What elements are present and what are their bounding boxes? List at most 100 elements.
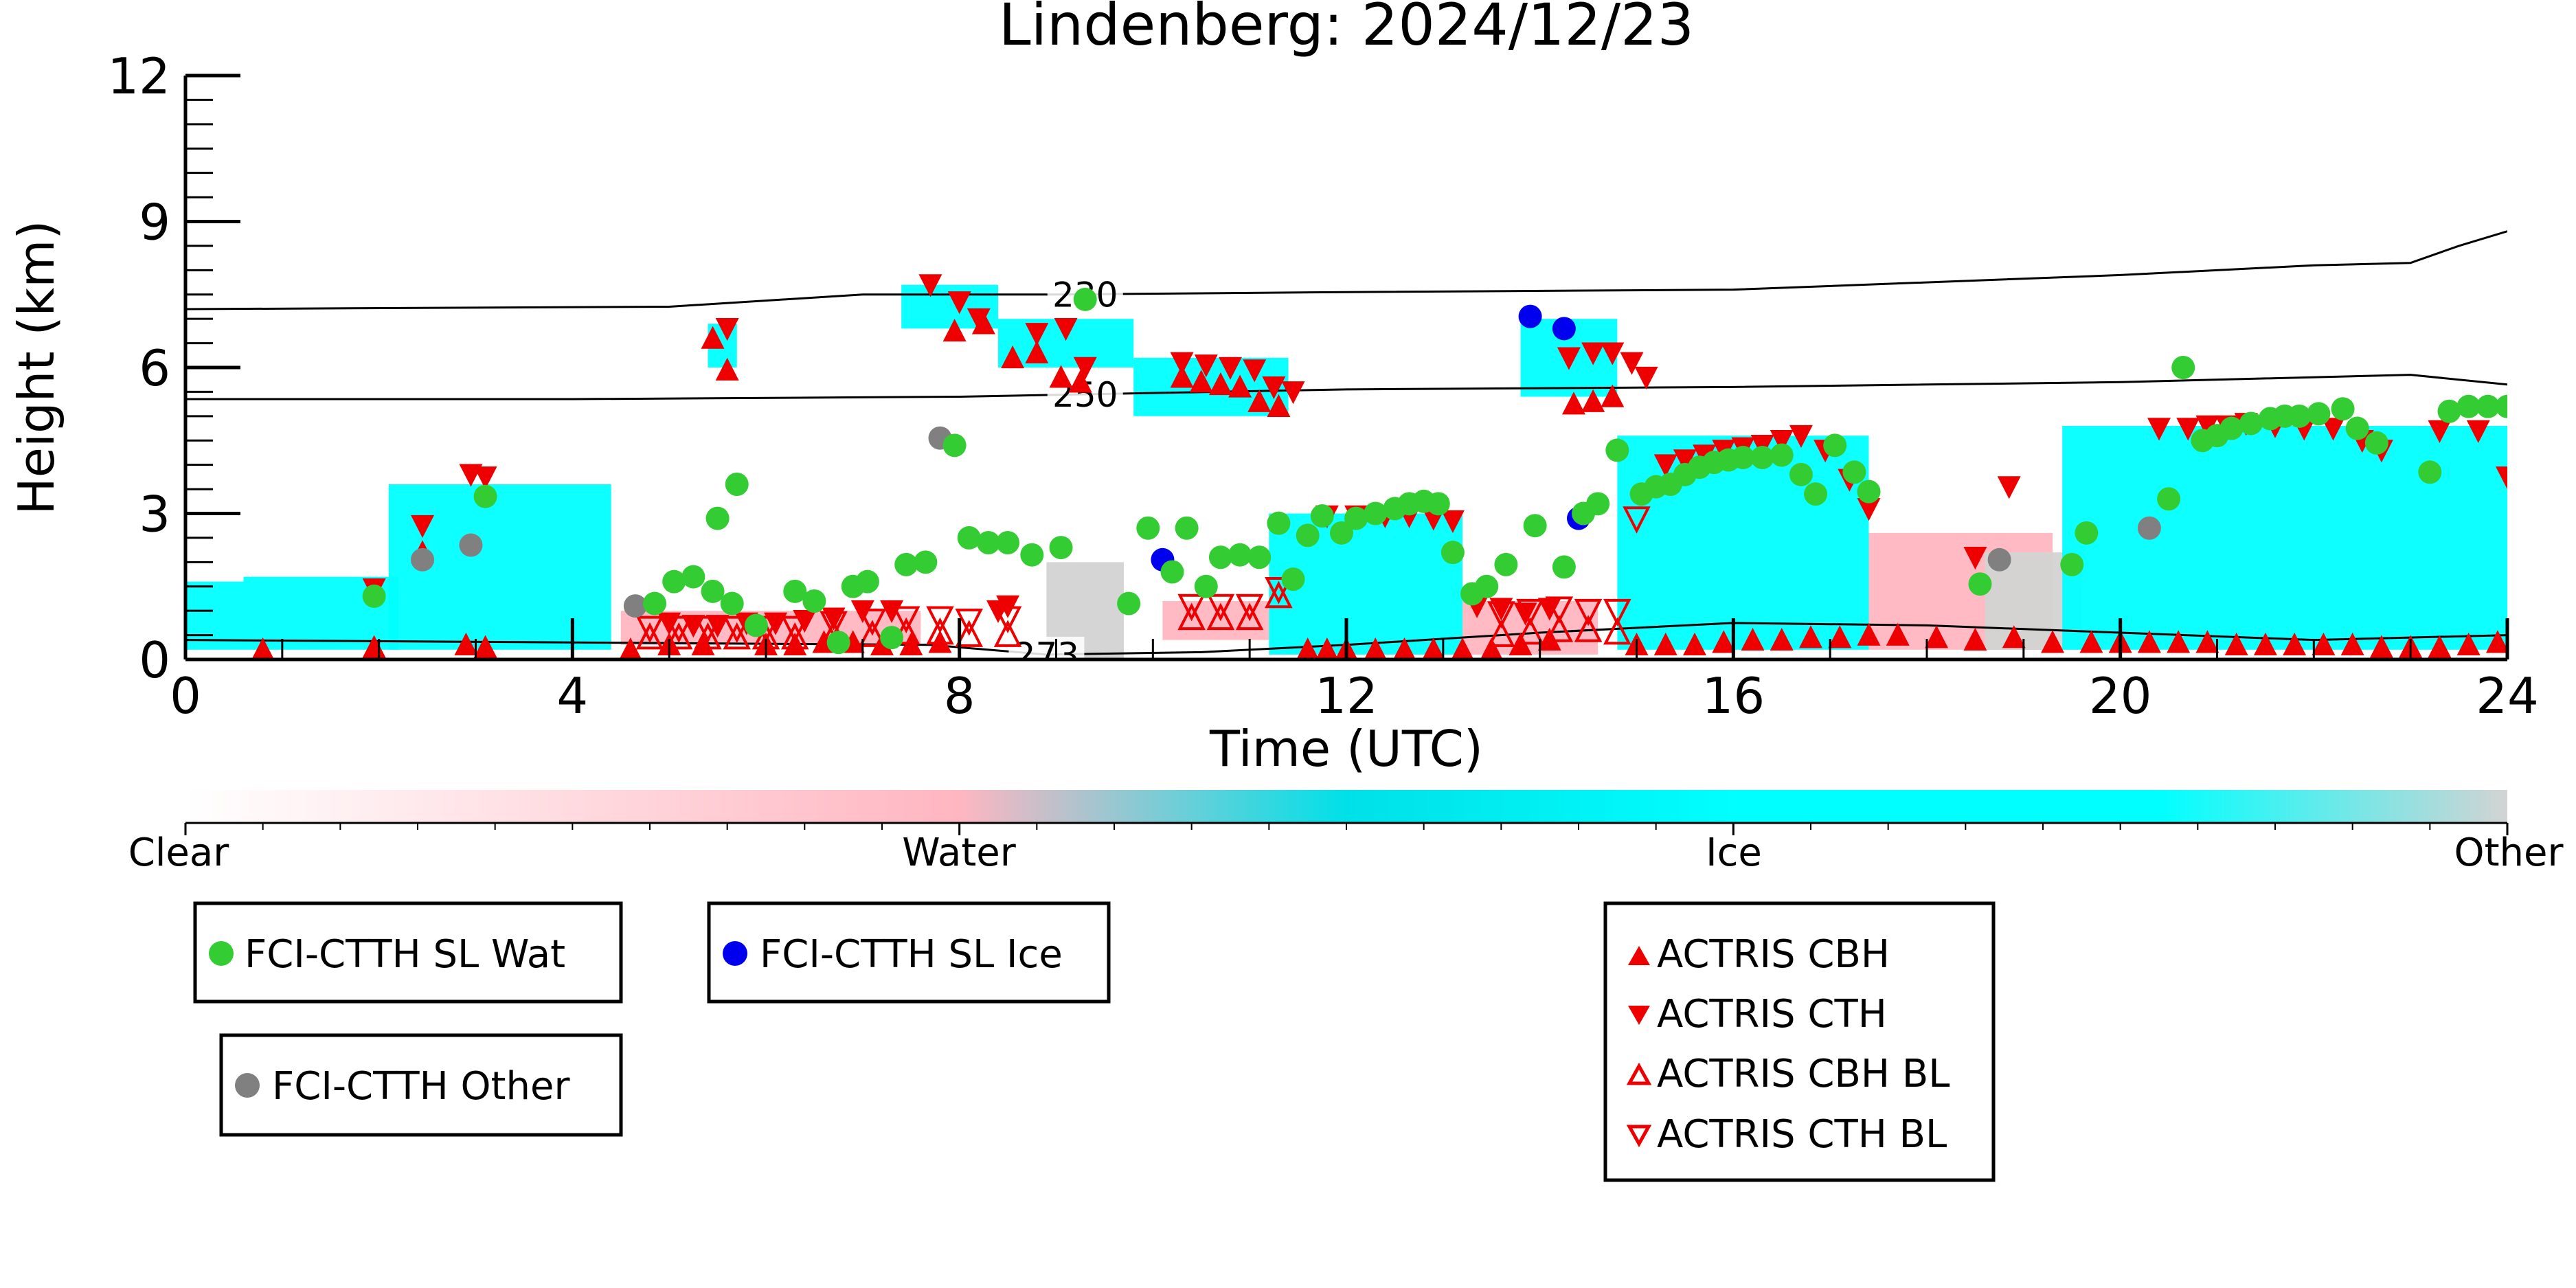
- point-actris-cbh: [1422, 637, 1445, 659]
- point-actris-cbh: [1561, 392, 1585, 415]
- point-fci-ctth-sl-wat: [1426, 492, 1450, 516]
- point-actris-cbh: [2485, 630, 2507, 653]
- point-actris-cbh: [691, 632, 715, 656]
- point-actris-cth: [2176, 418, 2200, 441]
- point-actris-cbh-bl: [664, 622, 693, 650]
- point-actris-cbh: [2002, 625, 2026, 648]
- x-tick-label: 0: [170, 667, 201, 725]
- point-actris-cbh: [251, 637, 275, 659]
- point-actris-cth: [1170, 352, 1194, 375]
- point-actris-cth: [880, 600, 904, 624]
- point-actris-cth: [681, 615, 705, 638]
- point-actris-cth-bl: [1235, 594, 1264, 622]
- x-axis-label: Time (UTC): [1209, 720, 1483, 778]
- point-actris-cth: [1281, 381, 1305, 405]
- point-fci-ctth-sl-wat: [1160, 560, 1184, 584]
- point-actris-cth: [2147, 418, 2171, 441]
- point-actris-cbh: [1857, 622, 1881, 646]
- point-actris-cth: [822, 607, 846, 631]
- point-fci-ctth-sl-wat: [2456, 394, 2481, 418]
- point-actris-cth-bl: [926, 606, 954, 634]
- point-actris-cth: [1513, 602, 1537, 626]
- colorbar-bar: [185, 790, 2507, 823]
- point-fci-ctth-sl-wat: [1586, 492, 1610, 516]
- point-fci-ctth-sl-wat: [1770, 443, 1794, 467]
- point-actris-cbh-bl: [1545, 615, 1574, 642]
- legend-label-actris-cth: ACTRIS CTH: [1657, 992, 1887, 1037]
- point-actris-cth-bl: [892, 606, 920, 634]
- point-actris-cbh: [1267, 394, 1291, 417]
- point-actris-cth: [918, 274, 942, 297]
- point-actris-cth-bl: [780, 615, 809, 644]
- x-tick-label: 24: [2476, 667, 2539, 725]
- point-fci-ctth-sl-wat: [362, 584, 386, 608]
- y-tick-label: 12: [107, 47, 170, 105]
- point-actris-cth: [1073, 357, 1097, 380]
- point-actris-cth: [1054, 318, 1078, 341]
- point-actris-cbh: [2167, 630, 2191, 653]
- point-fci-ctth-other: [2137, 516, 2161, 540]
- point-actris-cbh: [1451, 637, 1474, 659]
- point-actris-cth-bl: [1177, 594, 1206, 622]
- point-actris-cbh: [1315, 637, 1339, 659]
- point-fci-ctth-sl-wat: [2437, 399, 2461, 423]
- point-fci-ctth-sl-wat: [1552, 555, 1576, 579]
- point-actris-cbh: [1925, 625, 1949, 648]
- point-actris-cbh: [1189, 370, 1213, 393]
- colorbar: Clear Water Ice Other: [128, 790, 2564, 875]
- point-fci-ctth-sl-wat: [2476, 394, 2500, 418]
- x-tick-label: 16: [1702, 667, 1765, 725]
- point-actris-cth: [1025, 323, 1049, 346]
- point-actris-cth: [1673, 449, 1697, 473]
- point-actris-cbh: [2340, 632, 2364, 656]
- legend-label-actris-cbh-bl: ACTRIS CBH BL: [1657, 1052, 1950, 1096]
- y-tick-label: 9: [139, 194, 170, 251]
- point-fci-ctth-other: [459, 533, 483, 557]
- point-fci-ctth-sl-wat: [2157, 487, 2181, 511]
- y-tick-label: 0: [139, 631, 170, 689]
- point-actris-cbh: [2253, 632, 2277, 656]
- point-actris-cth: [1963, 546, 1987, 570]
- y-axis-label: Height (km): [8, 221, 65, 515]
- point-actris-cbh-bl: [723, 622, 752, 650]
- point-actris-cth: [1789, 425, 1813, 449]
- point-fci-ctth-sl-wat: [1857, 479, 1881, 504]
- point-actris-cbh: [1653, 632, 1677, 656]
- point-actris-cbh: [1049, 365, 1073, 388]
- legend-box: [193, 901, 623, 1004]
- point-actris-cth: [1243, 359, 1267, 383]
- legend-fci-ice: FCI-CTTH SL Ice: [707, 901, 1111, 1004]
- point-actris-cbh: [1581, 389, 1605, 412]
- point-actris-cth: [1653, 454, 1677, 477]
- point-fci-ctth-sl-wat: [976, 531, 1000, 554]
- legend-marker-fci-wat: [209, 941, 234, 966]
- point-actris-cth: [1997, 476, 2021, 499]
- point-fci-ctth-sl-wat: [725, 473, 749, 496]
- point-actris-cbh-bl: [1603, 617, 1631, 645]
- legend-fci-wat: FCI-CTTH SL Wat: [193, 901, 623, 1004]
- point-actris-cbh-bl: [1177, 602, 1206, 631]
- point-fci-ctth-sl-wat: [701, 579, 725, 603]
- point-actris-cth: [947, 291, 971, 315]
- point-actris-cbh-bl: [1516, 617, 1544, 645]
- legend-box: [219, 1033, 623, 1137]
- point-fci-ctth-sl-wat: [1823, 433, 1847, 457]
- legend-label-fci-ice: FCI-CTTH SL Ice: [760, 932, 1063, 977]
- legend-marker-actris-cbh-bl: [1626, 1062, 1652, 1085]
- point-actris-cbh: [928, 630, 952, 653]
- point-actris-cbh: [2079, 630, 2103, 653]
- point-actris-cbh: [1683, 632, 1706, 656]
- point-actris-cbh: [1480, 637, 1503, 659]
- point-fci-ctth-sl-wat: [1968, 572, 1992, 596]
- point-fci-ctth-sl-wat: [2219, 416, 2244, 440]
- point-actris-cbh: [1741, 627, 1765, 651]
- point-actris-cbh: [1799, 625, 1822, 648]
- point-fci-ctth-sl-wat: [705, 506, 730, 530]
- point-actris-cbh: [1601, 384, 1625, 407]
- point-actris-cth-bl: [723, 615, 752, 644]
- point-actris-cbh: [1025, 340, 1049, 364]
- legend-label-fci-wat: FCI-CTTH SL Wat: [245, 932, 565, 977]
- point-fci-ctth-sl-wat: [1364, 501, 1388, 526]
- x-tick-label: 8: [944, 667, 975, 725]
- point-fci-ctth-sl-wat: [1475, 574, 1499, 598]
